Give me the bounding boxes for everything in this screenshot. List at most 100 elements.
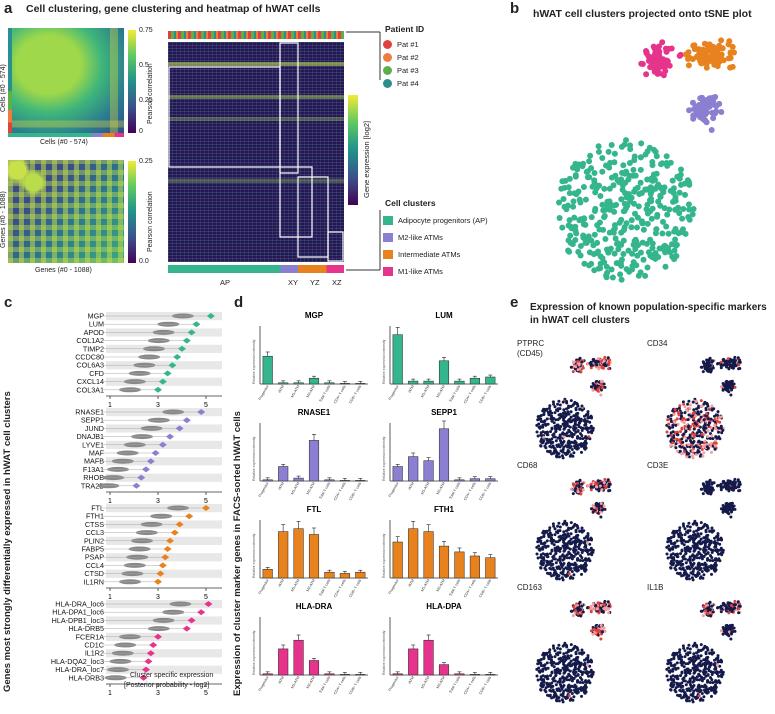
marker-point — [690, 685, 694, 688]
tsne-point — [680, 206, 687, 212]
tsne-plot — [556, 37, 737, 283]
marker-point — [553, 411, 557, 415]
tsne-point — [617, 260, 624, 266]
tsne-point — [655, 198, 662, 205]
tsne-point — [615, 246, 622, 253]
marker-point — [555, 530, 558, 534]
marker-point — [553, 655, 557, 659]
marker-point — [540, 437, 543, 441]
marker-point — [544, 446, 548, 450]
marker-point — [691, 400, 695, 404]
tsne-point — [566, 175, 573, 182]
marker-point — [554, 427, 558, 431]
bar — [485, 376, 496, 385]
marker-point — [682, 665, 686, 669]
marker-point — [570, 435, 574, 439]
marker-point — [577, 485, 581, 489]
panel-e-title-2: in hWAT cell clusters — [530, 315, 630, 326]
marker-point — [716, 414, 719, 417]
marker-point — [578, 681, 582, 684]
marker-point — [719, 426, 723, 430]
bar-category-label: iATM — [407, 385, 415, 394]
legend-swatch-icon — [383, 53, 392, 62]
tsne-point — [712, 110, 719, 117]
marker-point — [682, 543, 686, 547]
marker-point — [576, 661, 580, 665]
marker-tsne-panel: CD68 — [515, 457, 640, 582]
marker-point — [710, 648, 714, 652]
marker-point — [551, 522, 555, 526]
marker-point — [553, 447, 557, 451]
tsne-point — [577, 243, 584, 249]
marker-point — [733, 362, 737, 366]
bar — [339, 573, 350, 579]
marker-point — [565, 678, 569, 682]
violin-tick-label: 1 — [108, 498, 112, 505]
marker-point — [576, 673, 580, 677]
tsne-point — [615, 240, 622, 247]
marker-point — [710, 482, 714, 486]
violin-marker — [151, 450, 160, 456]
marker-point — [689, 658, 693, 662]
marker-point — [685, 455, 689, 459]
bar-category-label: CD8+ T cells — [478, 675, 492, 695]
marker-point — [687, 699, 691, 703]
marker-point — [554, 683, 558, 687]
marker-point — [703, 545, 707, 548]
marker-point — [691, 449, 695, 453]
bar — [438, 428, 450, 482]
marker-point — [586, 484, 590, 487]
marker-point — [691, 522, 695, 526]
marker-point — [583, 414, 586, 418]
bar — [469, 377, 480, 385]
violin-gene-label: CFD — [89, 369, 104, 378]
marker-point — [714, 427, 718, 430]
marker-point — [676, 693, 679, 697]
violin-row-band — [106, 457, 222, 466]
tsne-point — [596, 148, 602, 155]
marker-point — [720, 485, 723, 489]
tsne-point — [710, 115, 717, 122]
marker-point — [558, 556, 562, 560]
marker-point — [584, 679, 588, 683]
marker-point — [554, 439, 558, 443]
tsne-point — [567, 223, 574, 230]
marker-tsne-grid: PTPRC (CD45) CD34 CD68 CD3E CD163 IL1B — [515, 335, 773, 710]
violin-marker — [175, 521, 184, 528]
violin-gene-label: MAFB — [84, 457, 104, 466]
marker-point — [565, 675, 569, 679]
marker-point — [702, 418, 706, 422]
marker-point — [690, 687, 694, 691]
marker-point — [684, 662, 688, 666]
marker-point — [557, 535, 561, 539]
marker-point — [702, 672, 706, 676]
marker-point — [552, 646, 556, 650]
marker-point — [699, 521, 703, 525]
marker-point — [589, 360, 593, 364]
bar-category-label: Total T cells — [448, 675, 461, 693]
tsne-point — [659, 39, 666, 46]
marker-point — [703, 683, 707, 687]
marker-point — [684, 671, 688, 675]
marker-point — [729, 502, 733, 505]
tsne-point — [606, 206, 613, 213]
tsne-point — [625, 176, 632, 183]
marker-point — [562, 530, 566, 534]
marker-point — [690, 554, 694, 558]
tsne-point — [631, 157, 638, 164]
tsne-point — [619, 186, 626, 193]
marker-point — [589, 659, 593, 663]
marker-point — [552, 402, 556, 406]
bar-chart-title: FTH1 — [434, 505, 455, 514]
marker-point — [717, 670, 721, 674]
marker-point — [581, 610, 585, 614]
marker-point — [736, 600, 740, 604]
marker-point — [540, 678, 544, 681]
tsne-point — [661, 205, 668, 212]
bar — [408, 528, 419, 579]
tsne-point — [645, 249, 652, 256]
marker-point — [573, 545, 577, 548]
marker-point — [546, 666, 550, 670]
marker-point — [667, 422, 671, 426]
tsne-point — [703, 64, 710, 71]
